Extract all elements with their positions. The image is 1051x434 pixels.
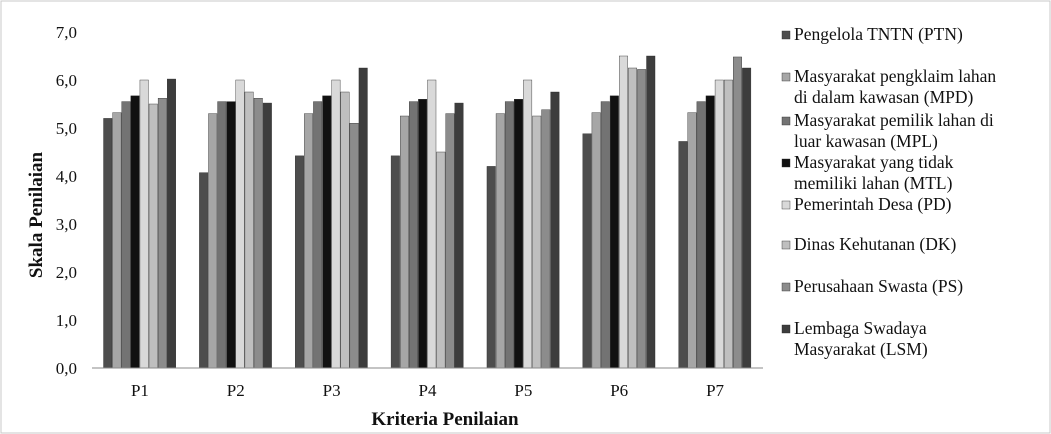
legend-swatch (781, 240, 791, 250)
y-tick-label: 3,0 (56, 215, 77, 234)
bar (331, 79, 341, 369)
bar (262, 102, 272, 369)
legend-label: Masyarakat (LSM) (794, 339, 928, 359)
bar (217, 101, 227, 369)
bar (157, 98, 167, 369)
legend-label: Pemerintah Desa (PD) (794, 194, 952, 214)
bar (733, 56, 742, 369)
bar (619, 55, 628, 369)
bar (427, 79, 437, 369)
bar (591, 112, 601, 369)
bar (139, 79, 149, 369)
legend-swatch (781, 30, 791, 40)
x-tick-label: P6 (610, 381, 628, 400)
y-tick-label: 0,0 (56, 359, 77, 378)
bar (550, 91, 560, 369)
bar (523, 79, 533, 369)
bar (358, 67, 368, 369)
bar (454, 102, 464, 369)
y-tick-label: 5,0 (56, 119, 77, 138)
legend-label: Dinas Kehutanan (DK) (794, 234, 956, 254)
legend-label: Lembaga Swadaya (794, 318, 927, 338)
legend-label: luar kawasan (MPL) (794, 131, 938, 151)
bar (244, 91, 254, 369)
bar (678, 141, 688, 369)
bar (436, 151, 446, 369)
x-tick-label: P4 (419, 381, 437, 400)
y-axis-title: Skala Penilaian (26, 151, 47, 278)
bar (340, 91, 350, 369)
bar (409, 101, 418, 369)
y-tick-label: 1,0 (56, 311, 77, 330)
bar (349, 122, 359, 369)
bar (486, 166, 496, 369)
bar (208, 113, 218, 369)
plot-area (92, 55, 763, 369)
bar (742, 67, 752, 369)
bar (313, 101, 323, 369)
x-axis-ticks: P1 P2 P3 P4 P5 P6 P7 (131, 381, 725, 400)
x-tick-label: P1 (131, 381, 149, 400)
bar (418, 98, 428, 369)
bar (167, 78, 176, 369)
x-tick-label: P7 (706, 381, 724, 400)
bar (646, 55, 656, 369)
bar (390, 155, 400, 369)
bar (253, 98, 263, 369)
bar (400, 115, 409, 369)
bar (130, 95, 140, 369)
bar (600, 101, 610, 369)
y-tick-label: 2,0 (56, 263, 77, 282)
y-tick-label: 7,0 (56, 23, 77, 42)
legend-swatch (781, 158, 791, 168)
legend-label: Masyarakat pemilik lahan di (794, 110, 994, 130)
bar (199, 172, 209, 369)
bar (714, 79, 724, 369)
bar (295, 155, 304, 369)
bar (582, 133, 592, 369)
bar (609, 95, 619, 369)
legend-swatch (781, 116, 791, 126)
y-tick-label: 6,0 (56, 71, 77, 90)
y-axis-ticks: 0,0 1,0 2,0 3,0 4,0 5,0 6,0 7,0 (56, 23, 77, 378)
bar (112, 112, 122, 369)
bar (322, 95, 332, 369)
legend-label: Masyarakat pengklaim lahan (794, 66, 996, 86)
legend-swatch (781, 324, 791, 334)
bar (723, 79, 733, 369)
y-tick-label: 4,0 (56, 167, 77, 186)
legend-swatch (781, 200, 791, 210)
bar (687, 112, 697, 369)
x-tick-label: P2 (227, 381, 245, 400)
legend-label: memiliki lahan (MTL) (794, 173, 953, 193)
bar (226, 101, 236, 369)
bar (705, 95, 715, 369)
legend-label: Perusahaan Swasta (PS) (794, 276, 963, 296)
legend: Pengelola TNTN (PTN) Masyarakat pengklaim… (781, 24, 996, 359)
bar (532, 115, 542, 369)
bar (304, 113, 314, 369)
x-axis-title: Kriteria Penilaian (371, 409, 519, 430)
bar (541, 109, 551, 369)
legend-label: Pengelola TNTN (PTN) (794, 24, 963, 44)
bar (121, 101, 131, 369)
bar (514, 98, 523, 369)
bar (637, 69, 647, 369)
legend-label: di dalam kawasan (MPD) (794, 87, 974, 107)
legend-label: Masyarakat yang tidak (794, 152, 954, 172)
bar (628, 67, 638, 369)
x-tick-label: P5 (514, 381, 532, 400)
bar (445, 113, 455, 369)
x-tick-label: P3 (323, 381, 341, 400)
bar (696, 101, 706, 369)
bar (148, 103, 158, 369)
bar (504, 101, 514, 369)
legend-swatch (781, 282, 791, 292)
bar (103, 118, 113, 369)
legend-swatch (781, 72, 791, 82)
bar (495, 113, 505, 369)
bar (235, 79, 245, 369)
